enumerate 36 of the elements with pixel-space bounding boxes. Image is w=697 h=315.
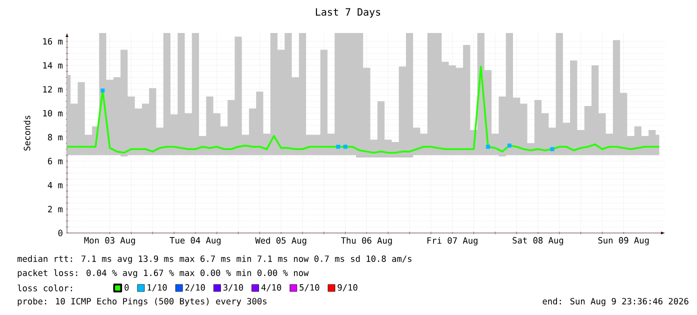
legend-label: 4/10 <box>261 284 282 292</box>
point <box>507 144 512 148</box>
text: packet loss: 0.04 % avg 1.67 % max 0.00 % min 0.00 % now <box>18 269 309 278</box>
legend-label: 0 <box>124 284 129 291</box>
y-tick-label: 14 m <box>43 62 63 68</box>
point <box>343 144 348 149</box>
y-tick-label: 2 m <box>48 206 63 212</box>
x-tick-label: Mon 03 Aug <box>84 237 135 246</box>
x-tick-label: Thu 06 Aug <box>341 237 392 246</box>
legend-label: 2/10 <box>185 284 205 292</box>
point <box>550 147 554 152</box>
text: end: Sun Aug 9 23:36:46 2026 <box>542 298 688 306</box>
y-tick-label: 8 m <box>48 134 63 140</box>
y-tick-label: 10 m <box>43 110 63 116</box>
point <box>336 144 340 149</box>
legend-label: 9/10 <box>338 284 358 292</box>
x-tick-label: Sat 08 Aug <box>512 237 564 246</box>
legend-label: 5/10 <box>300 284 320 292</box>
y-tick-label: 16 m <box>43 38 63 45</box>
x-tick-label: Wed 05 Aug <box>255 237 306 246</box>
y-tick-label: 4 m <box>48 182 63 188</box>
x-tick-label: Sun 09 Aug <box>598 237 649 246</box>
y-tick-label: 0 <box>58 230 62 236</box>
y-tick-label: 6 m <box>48 158 63 164</box>
point <box>486 144 490 149</box>
legend-label: 3/10 <box>223 284 244 292</box>
text: median rtt: 7.1 ms avg 13.9 ms max 6.7 ms min 7.1 ms now 0.7 ms sd 10.8 am/s <box>18 255 412 264</box>
legend-label: 1/10 <box>148 284 167 292</box>
chart-title: Last 7 Days <box>316 8 380 18</box>
text: probe: 10 ICMP Echo Pings (500 Bytes) every 300s <box>18 298 266 306</box>
legend-title: loss color: <box>18 284 72 292</box>
point <box>100 88 105 92</box>
y-tick-label: 12 m <box>43 86 63 92</box>
x-tick-label: Fri 07 Aug <box>427 237 478 246</box>
x-tick-label: Tue 04 Aug <box>170 237 221 246</box>
y-axis-title: Seconds <box>24 116 30 151</box>
